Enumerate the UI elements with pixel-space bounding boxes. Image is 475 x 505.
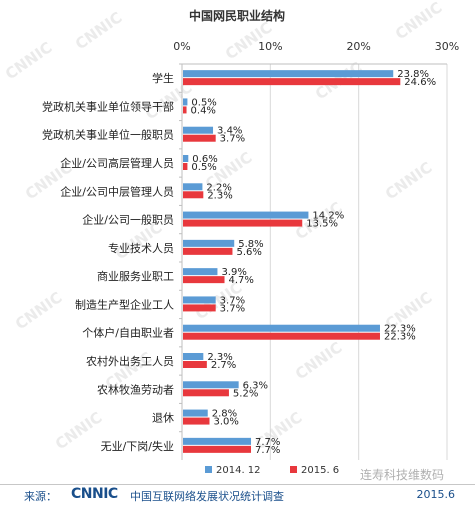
category-label: 企业/公司中层管理人员 <box>60 184 174 198</box>
data-label: 4.7% <box>229 275 254 286</box>
category-label: 农林牧渔劳动者 <box>97 382 174 396</box>
data-label: 2.3% <box>207 190 232 201</box>
data-label: 24.6% <box>404 77 436 88</box>
bar-2015 <box>183 417 210 425</box>
data-label: 5.6% <box>236 247 261 258</box>
report-date: 2015.6 <box>416 488 456 501</box>
legend-label: 2014. 12 <box>216 465 261 476</box>
category-label: 个体户/自由职业者 <box>82 326 174 340</box>
bar-2014 <box>183 381 239 389</box>
watermark-text: CNNIC <box>52 408 106 453</box>
data-label: 3.7% <box>220 303 245 314</box>
data-label: 0.6% <box>192 154 217 165</box>
data-label: 5.2% <box>233 388 258 399</box>
data-label: 7.7% <box>255 437 280 448</box>
data-label: 3.7% <box>220 295 245 306</box>
bar-2015 <box>183 78 401 86</box>
bar-2014 <box>183 324 380 332</box>
bar-2014 <box>183 239 235 247</box>
category-label: 商业服务业职工 <box>97 269 174 283</box>
chart-title: 中国网民职业结构 <box>189 8 285 23</box>
data-label: 2.3% <box>207 352 232 363</box>
bar-2014 <box>183 98 188 106</box>
bar-2014 <box>183 126 214 134</box>
footer: 来源： CNNIC 中国互联网络发展状况统计调查 2015.6 <box>0 484 475 505</box>
bar-2015 <box>183 389 229 397</box>
data-label: 3.9% <box>221 267 246 278</box>
bar-2015 <box>183 445 252 453</box>
data-label: 7.7% <box>255 445 280 456</box>
watermark-text: CNNIC <box>382 158 436 203</box>
data-label: 0.4% <box>191 105 216 116</box>
bar-2014 <box>183 296 216 304</box>
source-label: 来源： <box>24 490 57 503</box>
watermark-text: CNNIC <box>292 338 346 383</box>
x-tick-label: 20% <box>346 40 370 53</box>
x-tick-label: 10% <box>258 40 282 53</box>
watermark-text: CNNIC <box>12 288 66 333</box>
data-label: 22.3% <box>384 324 416 335</box>
bar-2015 <box>183 134 216 142</box>
bar-2015 <box>183 304 216 312</box>
data-label: 3.4% <box>217 126 242 137</box>
category-label: 党政机关事业单位一般职员 <box>42 128 174 142</box>
data-label: 23.8% <box>397 69 429 80</box>
bar-2014 <box>183 183 203 191</box>
category-label: 制造生产型企业工人 <box>75 297 174 311</box>
bar-2015 <box>183 276 225 284</box>
bar-2015 <box>183 361 207 368</box>
source-organization: 中国互联网络发展状况统计调查 <box>130 490 284 503</box>
x-tick-label: 30% <box>435 40 459 53</box>
data-label: 22.3% <box>384 332 416 343</box>
data-label: 3.0% <box>214 417 239 428</box>
bar-2014 <box>183 409 208 417</box>
bar-2015 <box>183 106 187 114</box>
bar-2015 <box>183 332 380 340</box>
data-label: 2.7% <box>211 360 236 371</box>
watermark-text: CNNIC <box>2 38 56 83</box>
category-label: 无业/下岗/失业 <box>101 440 174 453</box>
data-label: 14.2% <box>312 211 344 222</box>
watermark-text: CNNIC <box>392 0 446 43</box>
wechat-watermark: 连寿科技维数码 <box>360 468 445 482</box>
bar-2014 <box>183 70 394 78</box>
category-label: 专业技术人员 <box>108 241 174 255</box>
bar-2015 <box>183 247 233 255</box>
category-label: 农村外出务工人员 <box>86 354 174 368</box>
data-label: 6.3% <box>243 380 268 391</box>
bar-2014 <box>183 353 204 360</box>
bar-2014 <box>183 268 218 276</box>
data-label: 3.7% <box>220 134 245 145</box>
bar-2014 <box>183 211 309 219</box>
data-label: 0.5% <box>191 162 216 173</box>
category-label: 党政机关事业单位领导干部 <box>42 99 174 113</box>
x-tick-label: 0% <box>173 40 190 53</box>
data-label: 13.5% <box>306 219 338 230</box>
data-label: 2.8% <box>212 409 237 420</box>
legend-swatch <box>205 466 212 473</box>
data-label: 2.2% <box>206 182 231 193</box>
legend-swatch <box>290 466 297 473</box>
category-label: 退休 <box>152 412 174 425</box>
data-label: 5.8% <box>238 239 263 250</box>
cnnic-logo: CNNIC <box>71 486 118 502</box>
category-label: 企业/公司高层管理人员 <box>60 156 174 170</box>
bar-2014 <box>183 155 189 162</box>
data-label: 0.5% <box>191 97 216 108</box>
watermark-text: CNNIC <box>72 8 126 53</box>
bar-2015 <box>183 163 188 170</box>
category-label: 企业/公司一般职员 <box>82 213 174 227</box>
category-label: 学生 <box>152 71 174 85</box>
legend-label: 2015. 6 <box>301 465 339 476</box>
bar-2015 <box>183 219 303 227</box>
bar-2014 <box>183 437 252 445</box>
bar-2015 <box>183 191 204 199</box>
